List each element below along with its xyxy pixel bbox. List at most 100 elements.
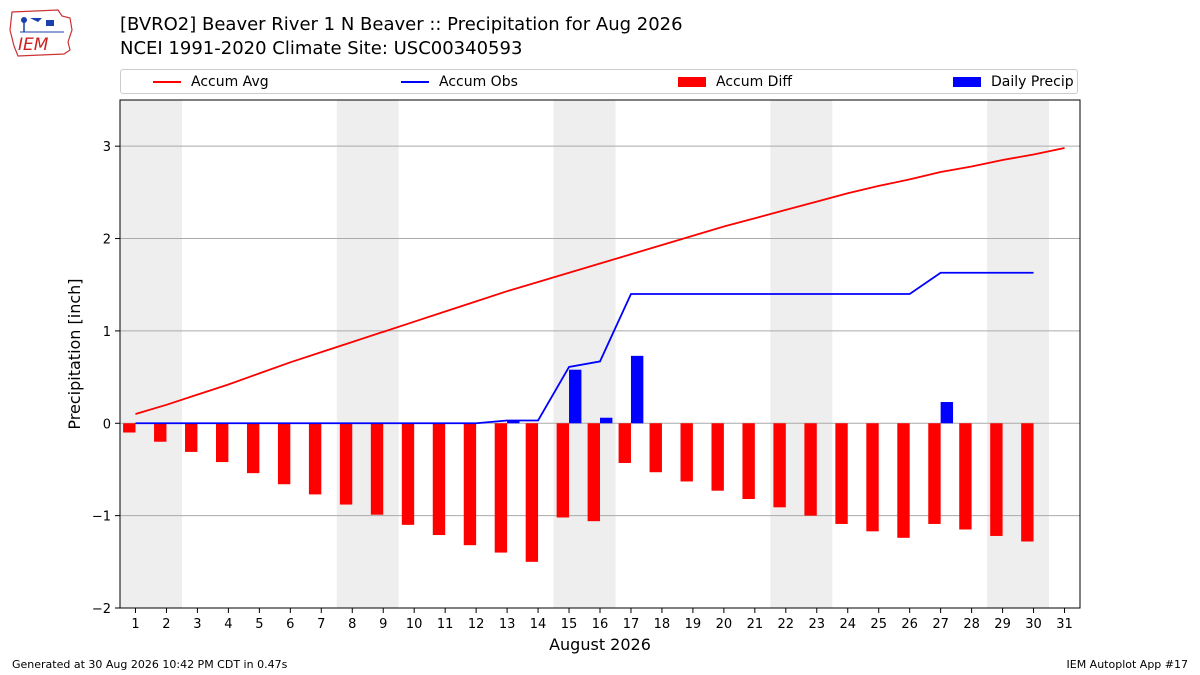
legend-swatch	[401, 80, 429, 83]
legend-swatch	[953, 76, 981, 87]
x-tick-label: 19	[685, 617, 702, 632]
x-tick-label: 16	[592, 617, 609, 632]
logo-text: IEM	[18, 35, 49, 55]
precip-bar	[940, 402, 954, 424]
x-tick-label: 26	[901, 617, 918, 632]
diff-bar	[587, 423, 600, 522]
legend-item-accum-obs: Accum Obs	[401, 70, 518, 93]
x-tick-label: 24	[839, 617, 856, 632]
diff-bar	[525, 423, 539, 562]
x-tick-label: 4	[224, 617, 232, 632]
x-tick-label: 31	[1056, 617, 1073, 632]
diff-bar	[959, 423, 972, 530]
x-axis-label: August 2026	[549, 635, 651, 654]
precip-bar	[630, 355, 644, 424]
x-tick-label: 2	[162, 617, 170, 632]
x-tick-label: 3	[193, 617, 201, 632]
x-tick-label: 8	[348, 617, 356, 632]
x-tick-label: 18	[654, 617, 671, 632]
diff-bar	[773, 423, 786, 508]
diff-bar	[246, 423, 260, 474]
x-tick-label: 20	[716, 617, 733, 632]
diff-bar	[494, 423, 508, 553]
x-tick-label: 13	[499, 617, 516, 632]
precip-bar	[600, 417, 613, 424]
x-tick-label: 14	[530, 617, 547, 632]
diff-bar	[123, 423, 136, 433]
x-tick-label: 12	[468, 617, 485, 632]
chart-title: [BVRO2] Beaver River 1 N Beaver :: Preci…	[120, 14, 683, 35]
weekend-band	[553, 100, 616, 608]
precip-bar	[569, 369, 582, 424]
legend-label: Accum Avg	[191, 73, 269, 90]
weekend-shading	[120, 100, 1050, 608]
x-tick-label: 15	[561, 617, 578, 632]
weekend-band	[120, 100, 182, 608]
x-tick-label: 25	[870, 617, 887, 632]
diff-bar	[432, 423, 446, 536]
footer-generated: Generated at 30 Aug 2026 10:42 PM CDT in…	[12, 658, 288, 671]
legend-swatch	[153, 80, 181, 83]
diff-bar	[990, 423, 1003, 536]
accum-avg-line	[135, 147, 1065, 415]
x-tick-label: 30	[1025, 617, 1042, 632]
y-tick-label: 0	[103, 417, 111, 432]
x-tick-label: 7	[317, 617, 325, 632]
x-axis: 1 2 3 4 5 6 7 8 9 10 11 12 13 14 15 16 17 18 19 20 21 22 23 24 2…	[131, 608, 1073, 632]
diff-bar	[556, 423, 570, 518]
diff-bar	[835, 423, 848, 524]
diff-bar	[928, 423, 941, 524]
y-tick-label: 1	[103, 325, 111, 340]
diff-bar	[370, 423, 384, 515]
diff-bar	[185, 423, 198, 452]
diff-bar	[401, 423, 415, 525]
diff-bar	[277, 423, 291, 485]
x-tick-label: 10	[406, 617, 423, 632]
legend-label: Accum Obs	[439, 73, 518, 90]
diff-bar	[897, 423, 910, 538]
diff-bar	[711, 423, 724, 491]
y-tick-label: −1	[92, 510, 111, 525]
x-tick-label: 22	[778, 617, 795, 632]
footer-app: IEM Autoplot App #17	[1066, 658, 1189, 671]
diff-bar	[216, 423, 229, 463]
diff-bar	[308, 423, 322, 495]
y-axis-label: Precipitation [inch]	[65, 278, 84, 429]
legend-item-daily-precip: Daily Precip	[953, 70, 1074, 93]
diff-bar	[1021, 423, 1034, 542]
y-tick-label: −2	[92, 602, 111, 617]
legend-label: Accum Diff	[716, 73, 793, 90]
weekend-band	[336, 100, 399, 608]
x-tick-label: 9	[379, 617, 387, 632]
x-tick-label: 29	[994, 617, 1011, 632]
x-tick-label: 17	[623, 617, 640, 632]
lines	[135, 147, 1065, 425]
bars	[123, 355, 1034, 562]
weekend-band	[770, 100, 833, 608]
x-tick-label: 5	[255, 617, 263, 632]
legend-item-accum-avg: Accum Avg	[153, 70, 269, 93]
x-tick-label: 27	[932, 617, 949, 632]
diff-bar	[649, 423, 662, 473]
diff-bar	[463, 423, 477, 546]
diff-bar	[154, 423, 167, 442]
diff-bar	[680, 423, 693, 482]
x-tick-label: 21	[747, 617, 764, 632]
chart-subtitle: NCEI 1991-2020 Climate Site: USC00340593	[120, 38, 523, 59]
x-tick-label: 11	[437, 617, 454, 632]
legend-item-accum-diff: Accum Diff	[678, 70, 792, 93]
legend-label: Daily Precip	[991, 73, 1074, 90]
diff-bar	[804, 423, 817, 516]
diff-bar	[742, 423, 755, 500]
y-axis: −2 −1 0 1 2 3	[92, 140, 120, 617]
legend: Accum Avg Accum Obs Accum Diff Daily Pre…	[120, 69, 1078, 94]
diff-bar	[618, 423, 631, 463]
iem-logo: IEM	[9, 9, 73, 57]
y-tick-label: 3	[103, 140, 111, 155]
x-tick-label: 6	[286, 617, 294, 632]
legend-swatch	[678, 76, 706, 87]
x-tick-label: 28	[963, 617, 980, 632]
accum-obs-line	[135, 271, 1034, 425]
x-tick-label: 23	[809, 617, 826, 632]
